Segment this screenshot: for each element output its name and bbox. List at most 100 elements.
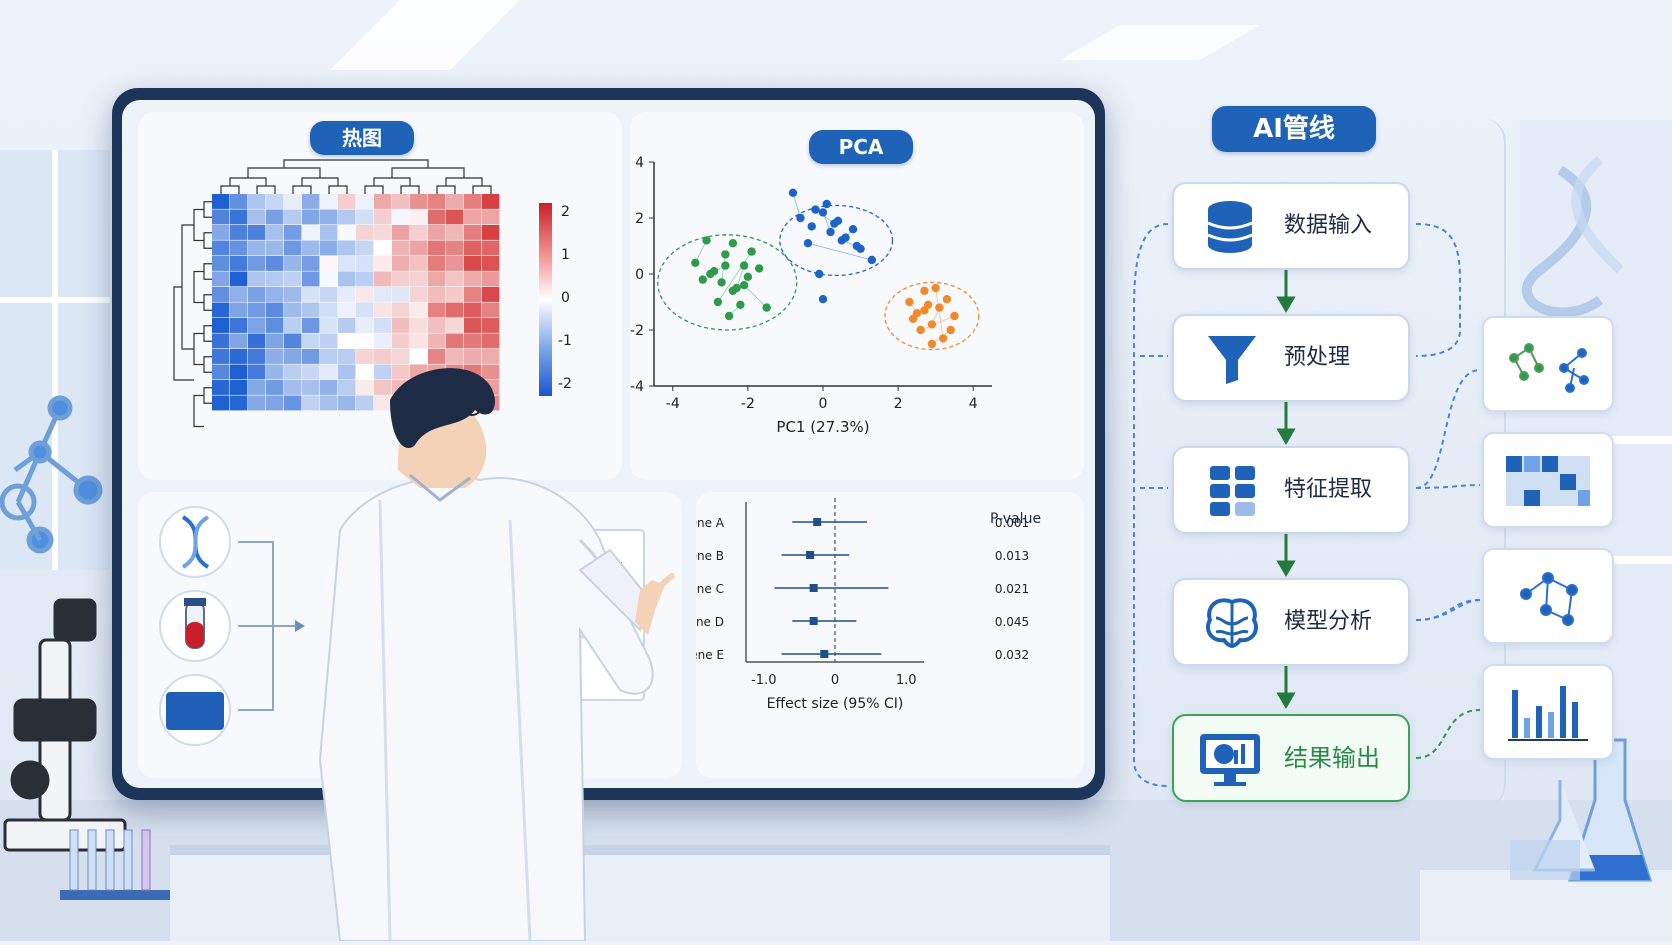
heatmap-cell (464, 349, 482, 364)
monitor-chart-icon (1200, 734, 1260, 786)
heatmap-cell (464, 333, 482, 349)
heatmap-cell (410, 302, 428, 318)
x-tick-label: 0 (819, 396, 828, 412)
effect-marker (820, 650, 829, 658)
heatmap-cell (428, 271, 446, 287)
step-feature-extract[interactable]: 特征提取 (1172, 446, 1410, 534)
pca-point (852, 241, 861, 251)
matrix-icon (1506, 456, 1590, 506)
heatmap-cell (482, 271, 500, 287)
heatmap-cell (374, 225, 392, 240)
forest-plot: -1.0 0 1.0 Effect size (95% CI) Gene A 0.001 G… (696, 498, 1029, 712)
heatmap-cell (212, 395, 230, 411)
heatmap-cell (302, 271, 320, 287)
side-card-matrix[interactable] (1482, 432, 1614, 528)
heatmap-cell (482, 256, 500, 271)
colorbar-tick: -1 (558, 333, 572, 349)
heatmap-cell (302, 380, 320, 395)
heatmap-cell (302, 287, 320, 302)
heatmap-cell (392, 256, 410, 271)
pca-point (938, 334, 948, 343)
heatmap-cell (320, 318, 338, 333)
heatmap-cell (374, 380, 392, 395)
step-model-analysis[interactable]: 模型分析 (1172, 578, 1410, 666)
brain-icon (1205, 598, 1259, 648)
heatmap-cell (464, 225, 482, 240)
heatmap-cell (428, 333, 446, 349)
heatmap-cell (320, 302, 338, 318)
heatmap-cell (230, 256, 248, 271)
pca-point (848, 225, 858, 234)
heatmap-cell (392, 240, 410, 256)
heatmap-cell (320, 395, 338, 411)
gene-label: Gene B (696, 549, 724, 563)
heatmap-cell (212, 349, 230, 364)
heatmap-cell (320, 271, 338, 287)
side-card-bar-chart[interactable] (1482, 664, 1614, 760)
heatmap-cell (266, 256, 284, 271)
heatmap-cell (230, 395, 248, 411)
heatmap-cell (464, 209, 482, 225)
pca-point (818, 208, 828, 217)
heatmap-cell (428, 225, 446, 240)
cluster-link (792, 192, 801, 219)
heatmap-cell (320, 287, 338, 302)
pca-point (754, 264, 764, 273)
network-icon (1509, 343, 1589, 393)
step-preprocess[interactable]: 预处理 (1172, 314, 1410, 402)
side-card-graph[interactable] (1482, 548, 1614, 644)
heatmap-cell (248, 349, 266, 364)
heatmap-cell (356, 194, 374, 209)
heatmap-cell (410, 240, 428, 256)
forest-x-tick-label: -1.0 (751, 673, 776, 688)
colorbar-tick: 1 (561, 247, 570, 263)
heatmap-cell (482, 194, 500, 209)
heatmap-cell (266, 349, 284, 364)
heatmap-cell (212, 302, 230, 318)
cluster-ellipse (884, 281, 980, 351)
heatmap-cell (428, 318, 446, 333)
heatmap-cell (302, 302, 320, 318)
pca-point (788, 188, 798, 197)
blood-tube-icon (159, 590, 231, 662)
step-data-input[interactable]: 数据输入 (1172, 182, 1410, 270)
heatmap-cell (374, 302, 392, 318)
heatmap-cell (392, 302, 410, 318)
colorbar-tick: 0 (561, 290, 570, 306)
heatmap-cell (284, 349, 302, 364)
heatmap-cell (338, 240, 356, 256)
gene-label: Gene C (696, 582, 724, 596)
heatmap-cell (248, 271, 266, 287)
heatmap-cell (392, 349, 410, 364)
side-card-network[interactable] (1482, 316, 1614, 412)
heatmap-cell (428, 240, 446, 256)
heatmap-cell (320, 380, 338, 395)
heatmap-cell (392, 209, 410, 225)
heatmap-cell (392, 194, 410, 209)
pca-title: PCA (809, 130, 913, 164)
heatmap-cell (248, 209, 266, 225)
cluster-link (807, 242, 872, 261)
step-result-output[interactable]: 结果输出 (1172, 714, 1410, 802)
heatmap-cell (320, 194, 338, 209)
y-tick-label: 0 (635, 267, 644, 283)
heatmap-cell (356, 287, 374, 302)
heatmap-cell (230, 380, 248, 395)
heatmap-cell (230, 318, 248, 333)
heatmap-cell (212, 364, 230, 380)
heatmap-cell (356, 380, 374, 395)
x-axis-label: PC1 (27.3%) (776, 418, 869, 436)
pca-point (747, 247, 756, 256)
heatmap-cell (320, 333, 338, 349)
heatmap-cell (356, 209, 374, 225)
effect-marker (813, 518, 822, 526)
pca-point (706, 269, 715, 279)
heatmap-cell (482, 209, 500, 225)
graph-icon (1520, 572, 1578, 626)
heatmap-cell (266, 287, 284, 302)
heatmap-cell (320, 240, 338, 256)
pca-point (830, 219, 839, 228)
heatmap-cell (338, 256, 356, 271)
heatmap-cell (410, 349, 428, 364)
